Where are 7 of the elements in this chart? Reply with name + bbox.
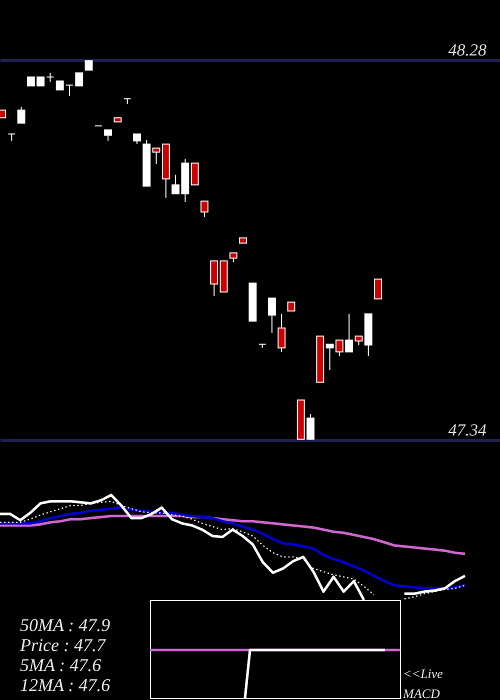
- text: 50MA : 47.9: [20, 615, 110, 635]
- text: <<Live MACD: [403, 665, 444, 700]
- text: 12MA : 47.6: [20, 675, 110, 695]
- text: Price : 47.7: [20, 635, 106, 655]
- y-tick-label: 47.34: [448, 420, 487, 440]
- text: 5MA : 47.6: [20, 655, 102, 675]
- y-tick-label: 48.28: [448, 40, 487, 60]
